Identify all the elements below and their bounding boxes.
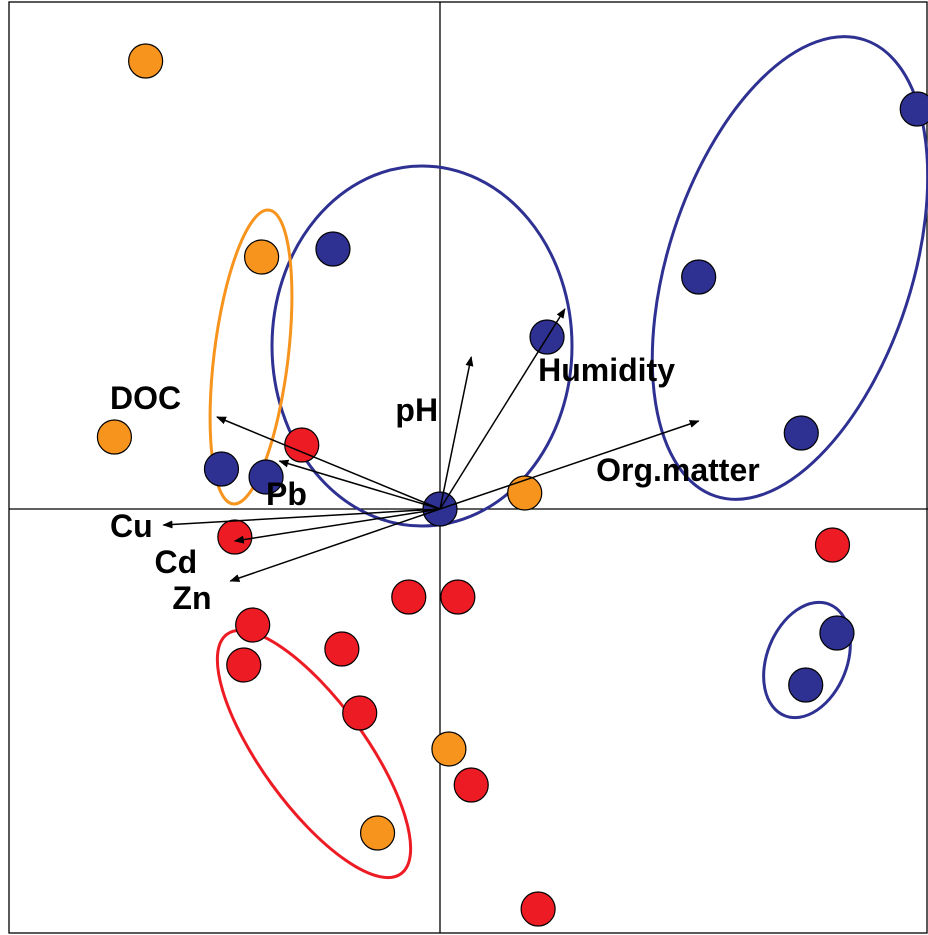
vector-label-pb: Pb [266, 476, 307, 512]
point-blue-6 [248, 459, 284, 495]
point-orange-4 [431, 731, 467, 767]
vector-label-doc: DOC [110, 380, 181, 416]
vector-label-humidity: Humidity [538, 352, 675, 388]
point-blue-0 [315, 231, 351, 267]
point-orange-1 [244, 239, 280, 275]
point-red-2 [235, 607, 271, 643]
vector-label-cd: Cd [155, 544, 198, 580]
point-orange-3 [507, 475, 543, 511]
vector-label-cu: Cu [110, 508, 153, 544]
ellipse-orange [208, 208, 294, 506]
vector-label-org-matter: Org.matter [596, 452, 760, 488]
group-ellipses [208, 35, 928, 880]
point-blue-4 [783, 415, 819, 451]
point-red-4 [324, 631, 360, 667]
point-red-5 [342, 695, 378, 731]
vector-cd [233, 508, 441, 544]
point-red-8 [453, 767, 489, 803]
ellipse-blue-center [270, 164, 574, 528]
plot-frame [8, 1, 928, 934]
vector-pb [278, 459, 441, 510]
vector-doc [216, 416, 441, 510]
point-blue-3 [899, 91, 928, 127]
point-blue-9 [788, 667, 824, 703]
point-red-9 [520, 891, 556, 927]
ellipse-blue-right [650, 35, 928, 501]
point-red-7 [440, 579, 476, 615]
sample-points [96, 43, 928, 927]
vector-label-ph: pH [395, 392, 438, 428]
vector-label-zn: Zn [172, 580, 211, 616]
point-blue-2 [681, 259, 717, 295]
point-red-10 [814, 527, 851, 563]
vector-org-matter [439, 420, 700, 510]
ellipse-blue-small [762, 600, 852, 720]
point-orange-0 [128, 43, 164, 79]
ellipse-red [215, 628, 413, 880]
vector-humidity [439, 308, 566, 510]
point-orange-5 [359, 815, 396, 851]
point-orange-2 [96, 419, 133, 455]
vector-cu [162, 508, 441, 529]
point-blue-5 [203, 451, 240, 487]
point-blue-8 [819, 615, 855, 651]
point-red-3 [226, 647, 262, 683]
vector-zn [229, 508, 441, 582]
vector-ph [439, 356, 474, 510]
axes [8, 1, 928, 934]
point-red-1 [217, 519, 253, 555]
point-red-6 [391, 579, 427, 615]
